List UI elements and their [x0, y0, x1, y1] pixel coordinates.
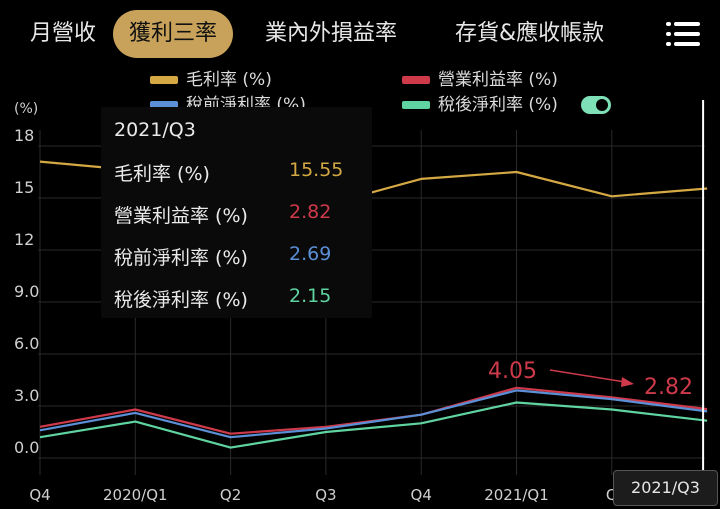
hamburger-menu-icon[interactable] — [666, 20, 700, 48]
tooltip-label: 營業利益率 (%) — [114, 205, 248, 227]
toggle-switch[interactable] — [581, 96, 611, 114]
tooltip-value: 15.55 — [289, 159, 344, 181]
series-line-2 — [39, 389, 708, 439]
tooltip-title: 2021/Q3 — [114, 119, 196, 141]
tooltip-row-pretax: 稅前淨利率 (%) 2.69 — [114, 243, 364, 273]
legend-label: 毛利率 (%) — [186, 70, 272, 90]
tab-inventory-receivables[interactable]: 存貨&應收帳款 — [455, 21, 605, 46]
tab-profitability[interactable]: 獲利三率 — [113, 10, 234, 58]
tooltip-value: 2.82 — [289, 201, 332, 223]
annotation-arrow-head — [621, 377, 634, 387]
tooltip-label: 稅後淨利率 (%) — [114, 289, 248, 311]
tooltip-label: 稅前淨利率 (%) — [114, 247, 248, 269]
y-tick-label: 6.0 — [14, 334, 39, 353]
chart-tooltip: 2021/Q3 毛利率 (%) 15.55 營業利益率 (%) 2.82 稅前淨… — [101, 107, 372, 318]
legend-swatch — [402, 101, 430, 109]
y-tick-label: 15 — [14, 178, 34, 197]
series-line-3 — [39, 401, 708, 449]
x-tick-label: Q4 — [411, 486, 432, 504]
annotation-to-value: 2.82 — [644, 375, 693, 400]
y-tick-label: 18 — [14, 126, 34, 145]
x-tick-label: Q3 — [315, 486, 336, 504]
toggle-knob — [595, 98, 609, 112]
legend-label: 營業利益率 (%) — [438, 70, 558, 90]
tab-monthly-revenue[interactable]: 月營收 — [30, 21, 97, 46]
x-tick-label: 2020/Q1 — [103, 486, 168, 504]
y-axis-label: (%) — [14, 101, 38, 117]
tooltip-row-net: 稅後淨利率 (%) 2.15 — [114, 285, 364, 315]
tooltip-label: 毛利率 (%) — [114, 163, 210, 185]
annotation-arrow-shaft — [549, 369, 626, 383]
tab-non-operating[interactable]: 業內外損益率 — [265, 21, 398, 46]
tooltip-row-gross: 毛利率 (%) 15.55 — [114, 159, 364, 189]
x-tick-label: 2021/Q1 — [484, 486, 549, 504]
x-tick-label: Q — [606, 486, 618, 504]
tooltip-value: 2.15 — [289, 285, 332, 307]
y-tick-label: 12 — [14, 230, 34, 249]
tab-bar: 月營收 獲利三率 業內外損益率 存貨&應收帳款 — [0, 0, 720, 68]
x-tick-label: Q2 — [220, 486, 241, 504]
annotation-from-value: 4.05 — [488, 359, 537, 384]
tooltip-value: 2.69 — [289, 243, 332, 265]
legend-label: 稅後淨利率 (%) — [438, 95, 558, 115]
legend-swatch — [150, 76, 178, 84]
y-tick-label: 9.0 — [14, 282, 39, 301]
legend-swatch — [402, 76, 430, 84]
tooltip-row-operating: 營業利益率 (%) 2.82 — [114, 201, 364, 231]
y-tick-label: 3.0 — [14, 386, 39, 405]
x-tick-label: Q4 — [29, 486, 50, 504]
y-tick-label: 0.0 — [14, 438, 39, 457]
crosshair-x-label: 2021/Q3 — [613, 470, 718, 506]
legend-swatch — [150, 101, 178, 109]
